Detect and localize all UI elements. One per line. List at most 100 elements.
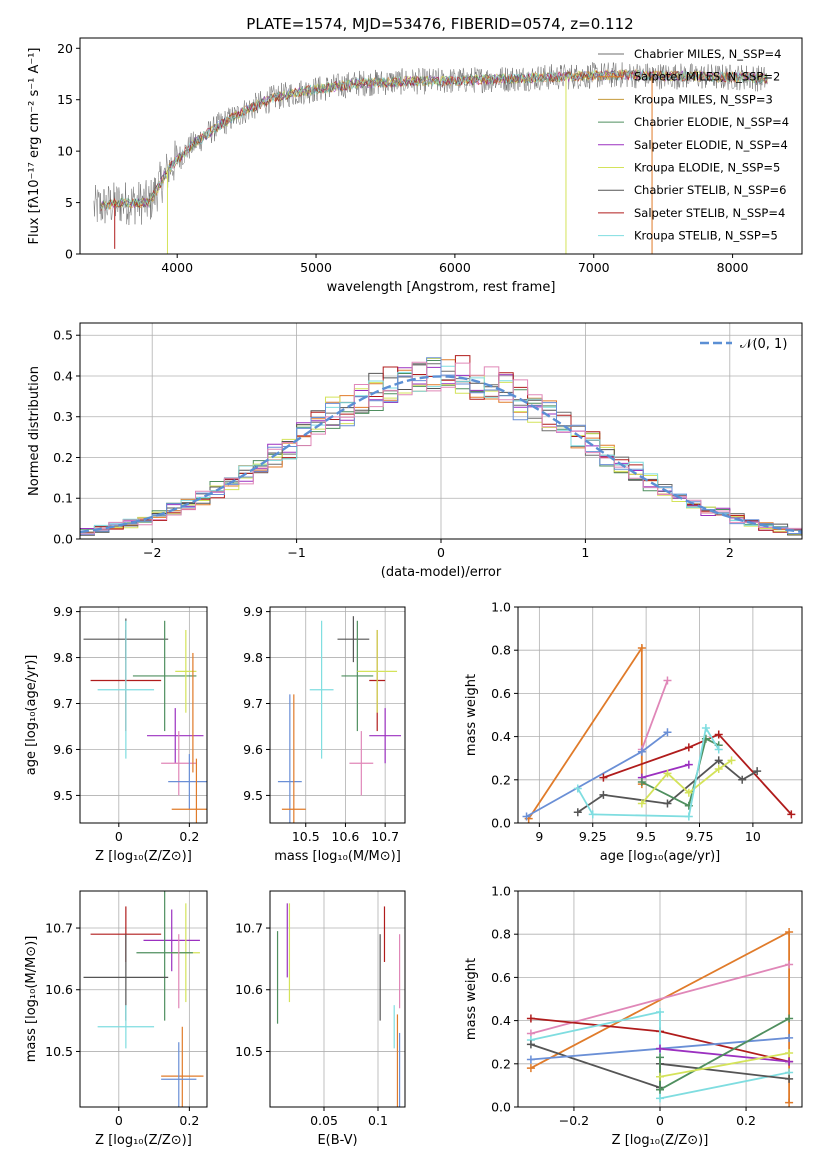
- y-tick-label: 9.8: [53, 650, 73, 665]
- y-tick-label: 0.6: [491, 970, 511, 985]
- weight-point: [656, 1053, 664, 1062]
- y-tick-label: 10.5: [235, 1044, 263, 1059]
- weight-point: [727, 756, 736, 765]
- model-line-5: [100, 69, 768, 211]
- plot-area: [80, 355, 802, 536]
- weight-point: [522, 812, 531, 821]
- weight-point: [656, 1044, 664, 1053]
- y-tick-label: 0.2: [53, 450, 73, 465]
- panel-ebv-mass: 0.05 0.1 10.5 10.6 10.7 E(B-V): [235, 890, 406, 1148]
- weight-point: [785, 1033, 794, 1042]
- y-tick-label: 1.0: [491, 884, 511, 899]
- x-tick-label: 2: [726, 545, 734, 560]
- plot-area: [83, 891, 204, 1107]
- legend-entry: Chabrier ELODIE, N_SSP=4: [634, 115, 789, 129]
- plot-area: [277, 616, 402, 823]
- weight-point: [785, 1098, 794, 1107]
- panel-age-weight: 9 9.25 9.5 9.75 10 0.0 0.2 0.4 0.6 0.8 1.0 age [log…: [464, 600, 803, 864]
- y-tick-label: 0.5: [53, 328, 73, 343]
- x-tick-label: 9.5: [636, 829, 656, 844]
- panel-z-age: 0 0.2 9.5 9.6 9.7 9.8 9.9 Z [log₁₀(Z/Z⊙)] age [l…: [24, 604, 208, 864]
- y-tick-label: 10.6: [45, 982, 73, 997]
- x-tick-label: 0: [115, 1113, 123, 1128]
- x-tick-label: 10.7: [371, 829, 399, 844]
- weight-line-6: [577, 759, 758, 813]
- weight-line-7: [659, 1047, 790, 1063]
- y-tick-label: 0: [65, 247, 73, 262]
- x-tick-label: 0.05: [310, 1113, 338, 1128]
- x-tick-label: 6000: [439, 260, 471, 275]
- y-tick-label: 0.4: [491, 1013, 511, 1028]
- y-tick-label: 10.5: [45, 1044, 73, 1059]
- y-tick-label: 10: [57, 144, 73, 159]
- weight-point: [573, 784, 582, 793]
- panel-mass-age: 10.5 10.6 10.7 9.5 9.6 9.7 9.8 9.9 mass [log₁₀(M…: [243, 604, 406, 864]
- y-axis-label: Normed distribution: [27, 366, 42, 496]
- weight-point: [663, 769, 672, 778]
- weight-point: [684, 743, 693, 752]
- x-tick-label: −0.2: [559, 1113, 589, 1128]
- y-axis-label: Flux [fλ10⁻¹⁷ erg cm⁻² s⁻¹ A⁻¹]: [27, 48, 42, 245]
- weight-point: [663, 728, 672, 737]
- y-tick-label: 0.2: [491, 1056, 511, 1071]
- y-tick-label: 9.9: [243, 604, 263, 619]
- figure-title: PLATE=1574, MJD=53476, FIBERID=0574, z=0…: [246, 15, 633, 33]
- x-tick-label: 10.6: [332, 829, 360, 844]
- y-tick-label: 9.7: [53, 696, 73, 711]
- weight-point: [588, 810, 597, 819]
- plot-area: [276, 903, 401, 1107]
- weight-point: [714, 765, 723, 773]
- y-tick-label: 10.7: [235, 921, 263, 936]
- model-line-7: [100, 69, 768, 212]
- x-tick-label: 0.1: [368, 1113, 388, 1128]
- weight-point: [656, 1072, 664, 1081]
- y-tick-label: 9.5: [53, 788, 73, 803]
- y-tick-label: 0.1: [53, 491, 73, 506]
- legend-entry: Chabrier MILES, N_SSP=4: [634, 47, 781, 61]
- y-axis-label: age [log₁₀(age/yr)]: [24, 655, 39, 776]
- x-axis-label: Z [log₁₀(Z/Z⊙)]: [95, 1133, 192, 1148]
- x-tick-label: 0: [115, 829, 123, 844]
- plot-area: [522, 644, 796, 823]
- panel-z-weight: −0.2 0 0.2 0.0 0.2 0.4 0.6 0.8 1.0 Z [log₁₀(Z/Z⊙)…: [464, 884, 803, 1148]
- x-axis-label: mass [log₁₀(M/M⊙)]: [274, 849, 401, 864]
- y-tick-label: 9.7: [243, 696, 263, 711]
- y-tick-label: 0.8: [491, 927, 511, 942]
- weight-point: [637, 799, 646, 808]
- weight-point: [526, 1014, 535, 1023]
- weight-line-7: [641, 737, 720, 808]
- weight-line-9: [659, 1052, 790, 1078]
- weight-point: [738, 775, 747, 784]
- y-tick-label: 9.9: [53, 604, 73, 619]
- weight-point: [573, 808, 582, 817]
- y-tick-label: 0.4: [491, 729, 511, 744]
- weight-point: [753, 767, 762, 776]
- weight-point: [637, 747, 646, 756]
- weight-point: [637, 644, 646, 653]
- y-tick-label: 15: [57, 92, 73, 107]
- axes-frame: [269, 890, 406, 1108]
- y-tick-label: 10.7: [45, 921, 73, 936]
- y-axis-label: mass [log₁₀(M/M⊙)]: [24, 936, 39, 1063]
- legend-entry: 𝒩(0, 1): [740, 337, 787, 352]
- y-tick-label: 0.2: [491, 772, 511, 787]
- x-axis-label: wavelength [Angstrom, rest frame]: [327, 280, 556, 295]
- weight-point: [684, 760, 693, 769]
- weight-point: [785, 1074, 794, 1083]
- x-axis-label: E(B-V): [317, 1133, 357, 1148]
- weight-point: [714, 756, 723, 765]
- x-tick-label: −2: [143, 545, 161, 560]
- histogram-9: [80, 357, 802, 535]
- x-tick-label: 7000: [578, 260, 610, 275]
- y-axis-label: mass weight: [464, 674, 479, 756]
- x-tick-label: −1: [287, 545, 305, 560]
- y-tick-label: 0.3: [53, 409, 73, 424]
- y-tick-label: 0.0: [53, 532, 73, 547]
- y-tick-label: 5: [65, 195, 73, 210]
- model-line-8: [100, 69, 768, 211]
- weight-point: [714, 745, 723, 754]
- legend-entry: Salpeter ELODIE, N_SSP=4: [634, 138, 788, 152]
- weight-point: [526, 1064, 535, 1073]
